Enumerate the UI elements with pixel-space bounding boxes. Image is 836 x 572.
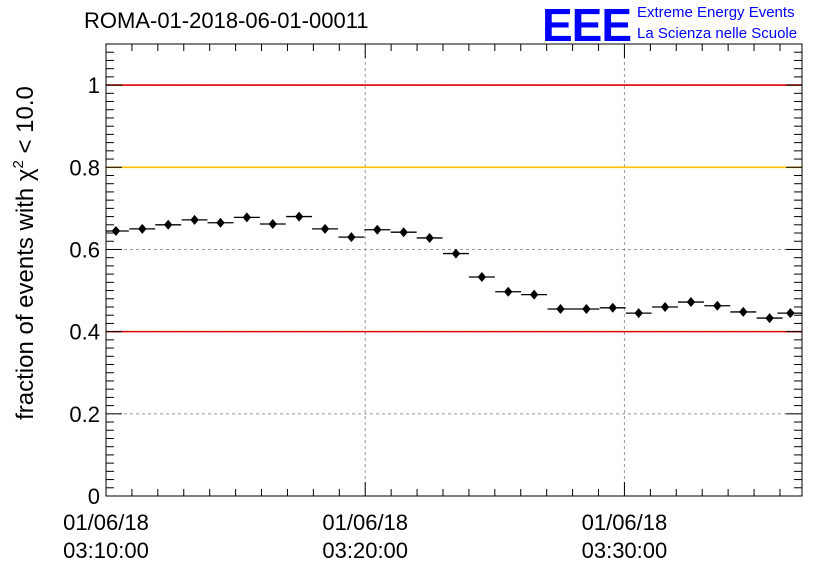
data-point <box>556 304 565 315</box>
data-point <box>138 223 147 234</box>
x-tick-label-date: 01/06/18 <box>63 510 149 535</box>
eee-logo-line1: Extreme Energy Events <box>637 4 795 21</box>
x-tick-label-time: 03:10:00 <box>63 538 149 563</box>
axis-ticks <box>105 44 802 497</box>
data-point <box>582 304 591 315</box>
eee-logo-line2: La Scienza nelle Scuole <box>637 25 798 42</box>
grid-lines <box>106 44 802 496</box>
x-tick-label-date: 01/06/18 <box>582 510 668 535</box>
x-tick-label-time: 03:30:00 <box>582 538 668 563</box>
y-tick-label: 0.8 <box>69 155 100 180</box>
y-axis-label: fraction of events with χ2 < 10.0 <box>10 86 39 420</box>
data-point <box>634 308 643 319</box>
data-point <box>765 313 774 324</box>
data-point <box>451 248 461 259</box>
data-point <box>320 223 330 234</box>
data-point <box>660 301 670 312</box>
data-point <box>786 308 795 319</box>
x-tick-label-date: 01/06/18 <box>322 510 408 535</box>
eee-logo-mark: EEE <box>542 0 632 51</box>
y-tick-label: 0.4 <box>69 320 100 345</box>
data-point <box>294 211 304 222</box>
y-tick-label: 0.6 <box>69 237 100 262</box>
data-point <box>477 271 487 282</box>
data-point <box>686 297 696 308</box>
y-tick-label: 0.2 <box>69 402 100 427</box>
data-point <box>164 219 173 230</box>
reference-lines <box>106 84 802 333</box>
y-axis-label-text: fraction of events with <box>12 181 39 420</box>
data-point <box>373 224 382 235</box>
chart-title: ROMA-01-2018-06-01-00011 <box>84 8 369 33</box>
data-point <box>399 227 408 238</box>
tick-labels: 0 0.2 0.4 0.6 0.8 1 01/06/18 03:10:00 01/06/18 03… <box>63 73 667 563</box>
data-point <box>608 302 617 313</box>
data-point <box>739 306 748 317</box>
y-tick-label: 0 <box>88 484 100 509</box>
data-point <box>529 289 539 300</box>
plot-frame <box>105 43 803 497</box>
x-tick-label-time: 03:20:00 <box>322 538 408 563</box>
data-point <box>268 218 277 229</box>
data-point <box>216 217 225 228</box>
data-point <box>111 225 121 236</box>
data-point <box>347 232 356 243</box>
data-point <box>713 300 722 311</box>
y-axis-label-sup: 2 <box>10 160 27 168</box>
data-points <box>106 211 802 324</box>
data-point <box>425 232 434 243</box>
y-axis-label-symbol: χ <box>12 168 39 181</box>
y-tick-label: 1 <box>88 73 100 98</box>
y-axis-label-tail: < 10.0 <box>12 86 39 160</box>
data-point <box>242 212 252 223</box>
data-point <box>504 286 513 297</box>
data-point <box>190 214 199 225</box>
